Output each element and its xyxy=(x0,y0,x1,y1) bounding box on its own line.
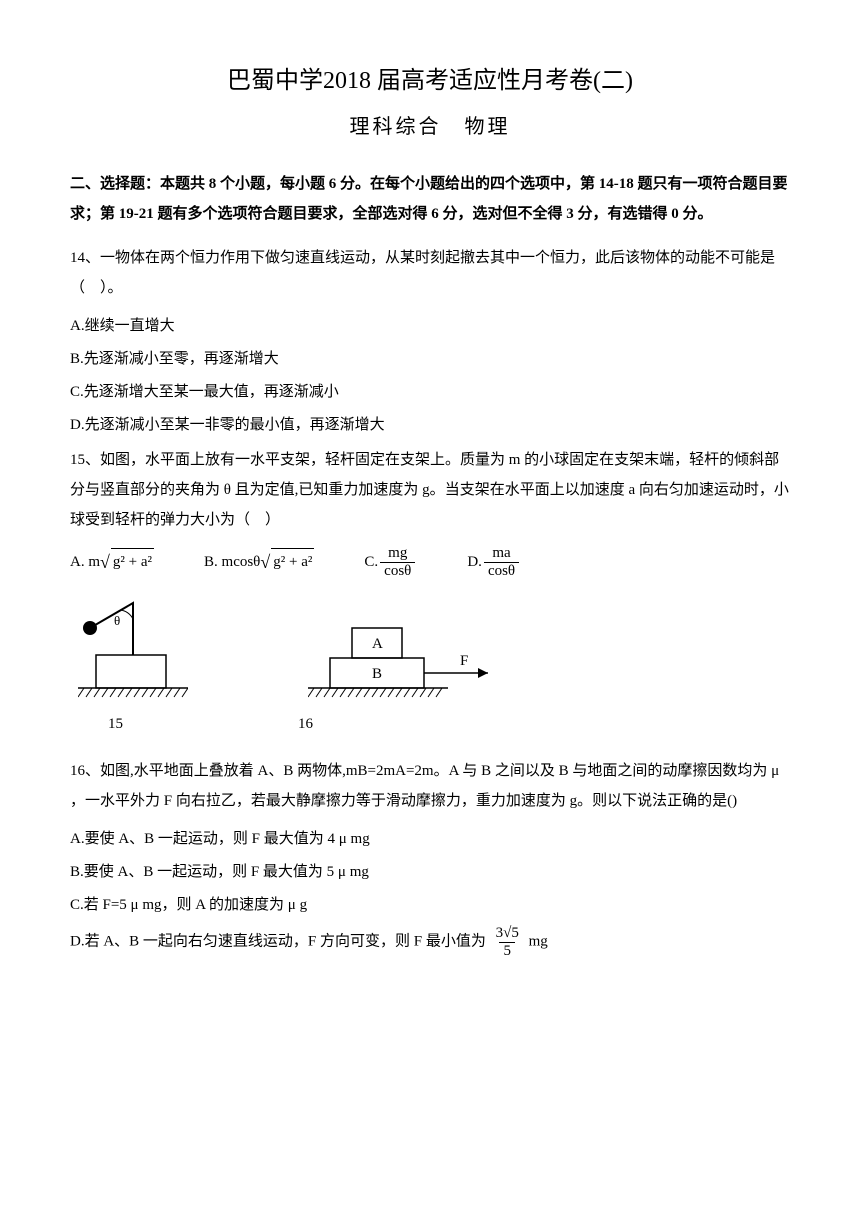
q15-c-num: mg xyxy=(384,545,411,562)
q16-option-d: D.若 A、B 一起向右匀速直线运动，F 方向可变，则 F 最小值为 3√5 5… xyxy=(70,925,790,959)
block-b-label: B xyxy=(372,666,382,682)
q16-d-suffix: mg xyxy=(529,934,548,950)
figure-16: A B F xyxy=(308,603,508,703)
q15-stem: 15、如图，水平面上放有一水平支架，轻杆固定在支架上。质量为 m 的小球固定在支… xyxy=(70,445,790,535)
page-title-main: 巴蜀中学2018 届高考适应性月考卷(二) xyxy=(70,60,790,103)
section-instructions: 二、选择题：本题共 8 个小题，每小题 6 分。在每个小题给出的四个选项中，第 … xyxy=(70,169,790,229)
block-a-label: A xyxy=(372,636,383,652)
q15-option-b: B. mcosθ √g² + a² xyxy=(204,546,314,578)
figure-15: θ xyxy=(78,593,188,703)
figure-label-16: 16 xyxy=(298,711,313,738)
q15-d-prefix: D. xyxy=(467,549,482,576)
q14-option-b: B.先逐渐减小至零，再逐渐增大 xyxy=(70,346,790,373)
figure-label-15: 15 xyxy=(108,711,123,738)
q15-d-den: cosθ xyxy=(484,562,519,580)
q14-option-c: C.先逐渐增大至某一最大值，再逐渐减小 xyxy=(70,379,790,406)
q15-a-prefix: A. m xyxy=(70,549,100,576)
theta-label: θ xyxy=(114,613,120,628)
q15-b-radicand: g² + a² xyxy=(271,548,314,576)
q15-option-d: D. ma cosθ xyxy=(467,545,521,579)
q15-option-c: C. mg cosθ xyxy=(364,545,417,579)
page-title-sub: 理科综合 物理 xyxy=(70,109,790,145)
q14-option-a: A.继续一直增大 xyxy=(70,313,790,340)
force-f-label: F xyxy=(460,653,468,669)
q14-stem: 14、一物体在两个恒力作用下做匀速直线运动，从某时刻起撤去其中一个恒力，此后该物… xyxy=(70,243,790,303)
q14-option-d: D.先逐渐减小至某一非零的最小值，再逐渐增大 xyxy=(70,412,790,439)
q16-d-den: 5 xyxy=(499,942,515,960)
q15-d-num: ma xyxy=(488,545,514,562)
q15-c-prefix: C. xyxy=(364,549,378,576)
q15-option-a: A. m √g² + a² xyxy=(70,546,154,578)
q15-b-prefix: B. mcosθ xyxy=(204,549,260,576)
q15-options: A. m √g² + a² B. mcosθ √g² + a² C. mg co… xyxy=(70,545,790,579)
q16-option-c: C.若 F=5 μ mg，则 A 的加速度为 μ g xyxy=(70,892,790,919)
q16-stem: 16、如图,水平地面上叠放着 A、B 两物体,mB=2mA=2m。A 与 B 之… xyxy=(70,756,790,816)
q16-d-prefix: D.若 A、B 一起向右匀速直线运动，F 方向可变，则 F 最小值为 xyxy=(70,934,490,950)
q15-a-radicand: g² + a² xyxy=(111,548,154,576)
q16-option-a: A.要使 A、B 一起运动，则 F 最大值为 4 μ mg xyxy=(70,826,790,853)
q15-c-den: cosθ xyxy=(380,562,415,580)
q16-option-b: B.要使 A、B 一起运动，则 F 最大值为 5 μ mg xyxy=(70,859,790,886)
q16-d-num: 3√5 xyxy=(492,925,523,942)
